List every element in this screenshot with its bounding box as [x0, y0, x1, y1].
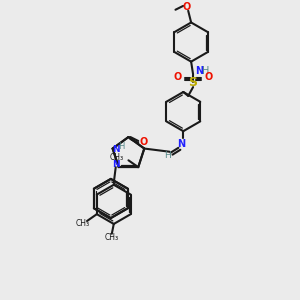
Text: N: N: [177, 139, 185, 149]
Text: N: N: [112, 145, 119, 154]
Text: S: S: [189, 76, 198, 89]
Text: N: N: [195, 66, 203, 76]
Text: CH₃: CH₃: [105, 233, 119, 242]
Text: CH₃: CH₃: [76, 219, 90, 228]
Text: CH₃: CH₃: [110, 153, 124, 162]
Text: O: O: [139, 137, 147, 147]
Text: O: O: [205, 72, 213, 82]
Text: O: O: [182, 2, 190, 12]
Text: H: H: [118, 142, 124, 151]
Text: H: H: [164, 151, 171, 160]
Text: O: O: [173, 72, 181, 82]
Text: H: H: [202, 66, 209, 76]
Text: N: N: [112, 160, 119, 169]
